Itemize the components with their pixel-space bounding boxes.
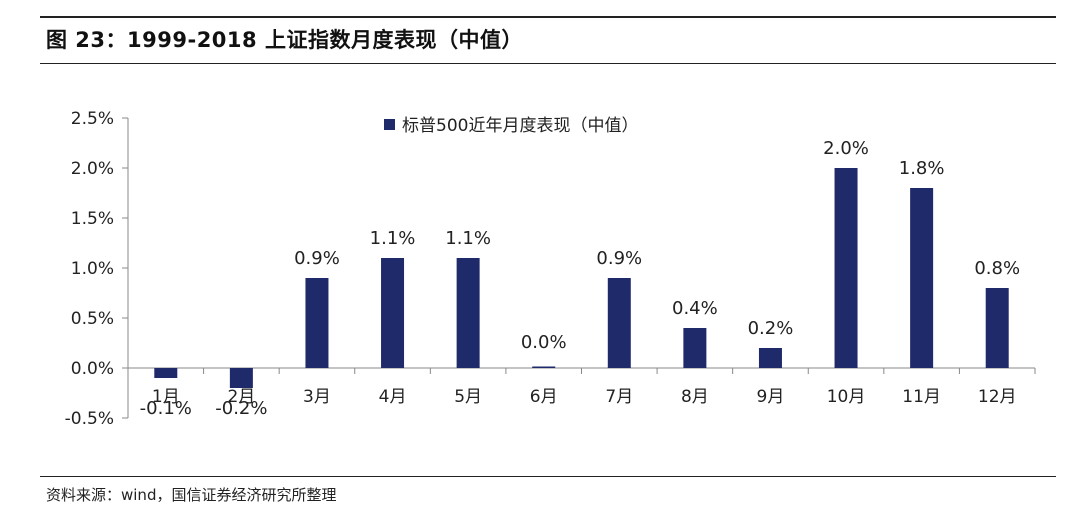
x-tick-label: 9月 [757,387,785,407]
x-tick-label: 12月 [978,387,1017,407]
bar [381,258,405,368]
data-label: 1.8% [899,158,945,179]
legend-swatch [384,119,395,130]
bar [985,288,1009,368]
data-label: 0.0% [521,332,567,353]
data-label: 0.9% [294,248,340,269]
x-axis: 1月 2月 3月 4月 5月 6月 7月 8月 9月 10月 11月 12月 [127,367,1036,407]
y-tick-label: 2.0% [71,159,114,179]
data-label: 1.1% [370,228,416,249]
top-rule [40,16,1056,18]
x-tick-label: 8月 [681,387,709,407]
bar-series [154,168,1009,388]
x-tick-label: 10月 [827,387,866,407]
y-tick-label: 2.5% [71,109,114,129]
y-tick-label: 1.0% [71,259,114,279]
bar [305,278,329,368]
y-tick-label: 1.5% [71,209,114,229]
figure-title: 图 23：1999-2018 上证指数月度表现（中值） [46,28,523,52]
source-note: 资料来源：wind，国信证券经济研究所整理 [46,486,337,504]
bar [229,368,253,388]
bar [154,368,178,378]
y-tick-label: 0.5% [71,309,114,329]
data-label: 1.1% [445,228,491,249]
data-label: -0.1% [140,398,192,419]
y-tick-label: 0.0% [71,359,114,379]
bar [456,258,480,368]
x-tick-label: 1月 [152,387,180,407]
x-tick-label: 5月 [454,387,482,407]
bottom-rule [40,476,1056,477]
legend: 标普500近年月度表现（中值） [384,116,638,136]
y-axis: 2.5% 2.0% 1.5% 1.0% 0.5% 0.0% -0.5% [65,109,129,429]
bar [607,278,631,368]
x-tick-label: 11月 [902,387,941,407]
bar [758,348,782,368]
data-label: 0.4% [672,298,718,319]
data-label: -0.2% [215,398,267,419]
bar [910,188,934,368]
data-label: 2.0% [823,138,869,159]
x-tick-label: 6月 [530,387,558,407]
x-tick-label: 7月 [605,387,633,407]
y-tick-label: -0.5% [65,409,114,429]
data-labels: -0.1% -0.2% 0.9% 1.1% 1.1% 0.0% 0.9% 0.4% 0.2% 2.… [140,138,1020,419]
title-rule [40,63,1056,64]
legend-label: 标普500近年月度表现（中值） [402,116,638,136]
x-tick-label: 3月 [303,387,331,407]
bar [834,168,858,368]
x-tick-label: 2月 [227,387,255,407]
data-label: 0.9% [596,248,642,269]
x-tick-label: 4月 [379,387,407,407]
data-label: 0.2% [748,318,794,339]
bar [683,328,707,368]
data-label: 0.8% [974,258,1020,279]
bar [532,366,556,368]
